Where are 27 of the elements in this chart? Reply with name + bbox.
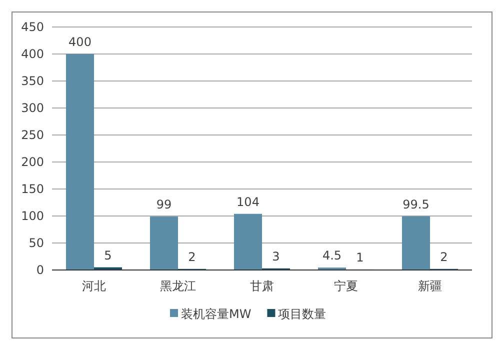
data-label: 3	[272, 249, 280, 264]
y-tick-label: 400	[21, 47, 44, 61]
y-tick-label: 0	[36, 263, 44, 277]
data-label: 1	[356, 250, 364, 264]
y-tick-label: 100	[21, 209, 44, 223]
legend-label: 项目数量	[278, 307, 326, 321]
x-tick-label: 新疆	[418, 279, 442, 293]
y-tick-label: 300	[21, 101, 44, 115]
legend-label: 装机容量MW	[181, 307, 252, 321]
y-tick-label: 50	[28, 236, 44, 250]
data-label: 2	[440, 250, 448, 264]
y-tick-label: 450	[21, 20, 44, 34]
y-tick-label: 250	[21, 128, 44, 142]
x-tick-label: 甘肃	[250, 279, 274, 293]
x-tick-label: 黑龙江	[160, 279, 196, 293]
data-label: 2	[188, 250, 196, 264]
y-tick-label: 200	[21, 155, 44, 169]
x-tick-label: 宁夏	[334, 279, 358, 293]
x-tick-label: 河北	[82, 279, 106, 293]
y-tick-label: 150	[21, 182, 44, 196]
data-label: 104	[236, 194, 260, 209]
data-label: 99	[156, 198, 172, 212]
data-label: 5	[104, 248, 112, 262]
data-label: 400	[68, 35, 92, 49]
data-label: 99.5	[402, 197, 430, 212]
y-tick-label: 350	[21, 74, 44, 88]
data-label: 4.5	[322, 248, 342, 263]
